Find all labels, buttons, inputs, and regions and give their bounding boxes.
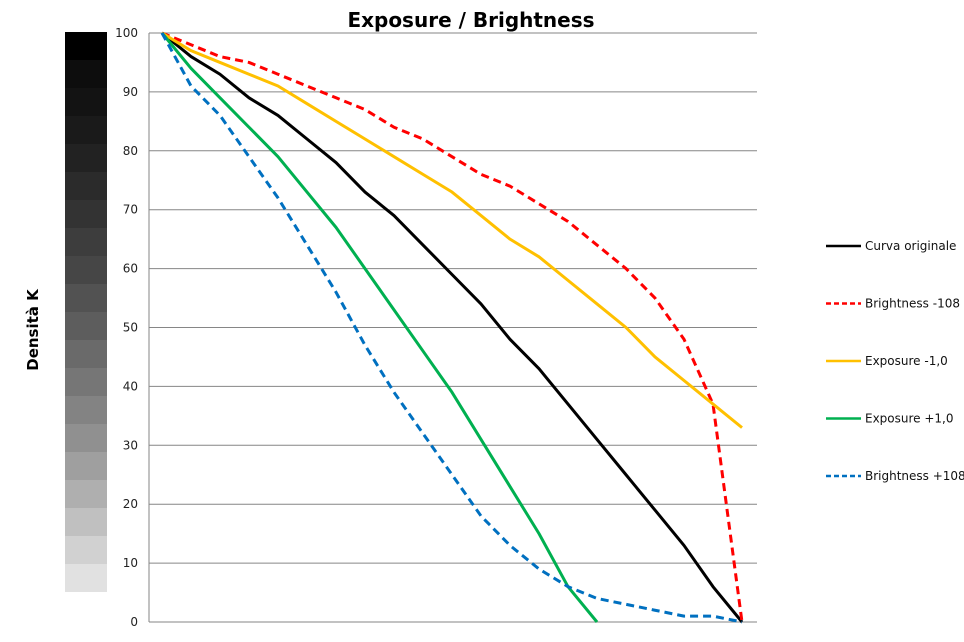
density-step <box>65 536 107 564</box>
y-tick-label: 100 <box>115 26 138 40</box>
density-step <box>65 88 107 116</box>
legend: Curva originale Brightness -108 Exposure -… <box>826 239 964 483</box>
y-tick-label: 90 <box>123 85 138 99</box>
density-step <box>65 256 107 284</box>
density-step <box>65 368 107 396</box>
legend-label: Exposure -1,0 <box>865 354 948 368</box>
density-step <box>65 564 107 592</box>
y-tick-label: 50 <box>123 321 138 335</box>
series-line <box>160 32 743 624</box>
series-line <box>161 31 743 429</box>
y-tick-label: 20 <box>123 497 138 511</box>
legend-label: Curva originale <box>865 239 956 253</box>
density-scale-bar <box>65 32 107 592</box>
series-lines <box>160 31 744 624</box>
y-tick-label: 40 <box>123 379 138 393</box>
y-tick-label: 70 <box>123 203 138 217</box>
chart-title: Exposure / Brightness <box>347 8 595 32</box>
density-step <box>65 228 107 256</box>
series-line <box>160 32 599 623</box>
y-axis-ticks: 0 10 20 30 40 50 60 70 80 90 100 <box>115 26 138 629</box>
density-step <box>65 200 107 228</box>
density-step <box>65 396 107 424</box>
series-line <box>161 31 744 623</box>
legend-label: Brightness +108 <box>865 469 964 483</box>
density-step <box>65 508 107 536</box>
gridlines <box>148 32 757 623</box>
density-step <box>65 312 107 340</box>
y-tick-label: 60 <box>123 262 138 276</box>
y-tick-label: 0 <box>130 615 138 629</box>
series-line <box>161 31 744 623</box>
density-step <box>65 60 107 88</box>
density-step <box>65 116 107 144</box>
density-step <box>65 144 107 172</box>
y-tick-label: 30 <box>123 438 138 452</box>
density-step <box>65 452 107 480</box>
legend-label: Exposure +1,0 <box>865 412 954 426</box>
density-step <box>65 32 107 60</box>
density-step <box>65 340 107 368</box>
density-step <box>65 480 107 508</box>
density-step <box>65 172 107 200</box>
legend-label: Brightness -108 <box>865 297 960 311</box>
y-tick-label: 10 <box>123 556 138 570</box>
y-tick-label: 80 <box>123 144 138 158</box>
density-step <box>65 424 107 452</box>
density-step <box>65 284 107 312</box>
